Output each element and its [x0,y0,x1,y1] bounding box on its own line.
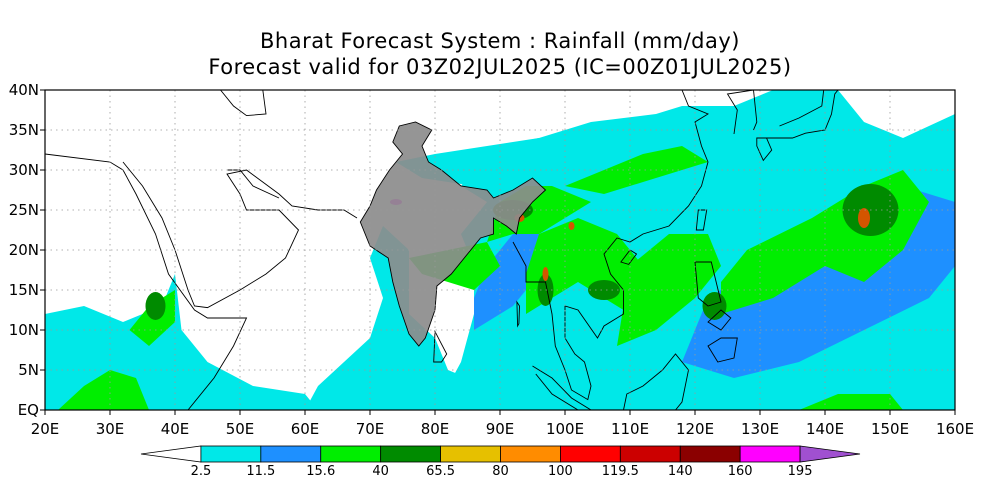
coast-africa-arabia [45,153,248,410]
lat-tick-label: 30N [9,161,39,179]
coast-japan-honshu [766,90,839,139]
lon-tick-label: 60E [291,420,320,438]
longitude-labels: 20E 30E 40E 50E 60E 70E 80E 90E 100E 110E 120E 130E… [31,410,974,438]
lon-tick-label: 110E [611,420,649,438]
lat-lon-gridlines [45,90,955,410]
latitude-labels: EQ 5N 10N 15N 20N 25N 30N 35N 40N [9,81,45,419]
coast-sumatra [532,365,592,410]
colorbar-swatch [260,445,322,463]
lat-tick-label: 20N [9,241,39,259]
colorbar-swatch [440,445,501,463]
rain-heavy-china [565,146,708,194]
coast-india [359,121,547,347]
coast-luzon [694,261,722,307]
lat-tick-label: EQ [18,401,39,419]
colorbar-label: 119.5 [602,464,639,479]
colorbar-label: 140 [668,464,693,479]
lon-tick-label: 120E [676,420,714,438]
lon-tick-label: 150E [871,420,909,438]
chart-subtitle: Forecast valid for 03Z02JUL2025 (IC=00Z0… [208,55,792,79]
coast-borneo [623,353,689,410]
rain-moderate-bay [474,234,539,330]
colorbar-label: 100 [548,464,573,479]
rain-heavy-africa [58,370,149,410]
coast-visayas [707,309,732,331]
lat-tick-label: 35N [9,121,39,139]
colorbar-swatch [739,445,801,463]
colorbar-label: 195 [788,464,813,479]
rain-vheavy-eritrea [145,292,166,320]
rain-extreme-gulf [568,222,575,230]
lon-tick-label: 90E [486,420,515,438]
colorbar-swatch [560,445,621,463]
coast-japan-kyushu [756,137,773,162]
colorbar-swatch [320,445,382,463]
india-landmass [360,122,546,346]
coast-mindanao [707,337,738,363]
colorbar-label: 65.5 [426,464,455,479]
lat-tick-label: 10N [9,321,39,339]
colorbar-label: 160 [728,464,753,479]
colorbar-swatch [140,445,202,463]
lon-tick-label: 20E [31,420,60,438]
colorbar: 2.5 11.5 15.6 40 65.5 80 100 119.5 140 160 195 [140,445,861,479]
coast-korea [726,90,758,135]
lon-tick-label: 70E [356,420,385,438]
rain-extreme-pacific [858,208,870,228]
lon-tick-label: 100E [546,420,584,438]
coast-andaman [516,300,520,328]
rain-light-arabian-sea [305,226,500,410]
rain-vheavy-indochina [588,280,620,300]
coast-caspian [220,90,267,117]
colorbar-label: 11.5 [246,464,275,479]
colorbar-swatch [200,445,262,463]
lon-tick-label: 50E [226,420,255,438]
lon-tick-label: 130E [741,420,779,438]
lon-tick-label: 30E [96,420,125,438]
coast-persian-gulf-iran [227,169,280,199]
lon-tick-label: 80E [421,420,450,438]
colorbar-label: 40 [372,464,389,479]
lon-tick-label: 140E [806,420,844,438]
chart-title: Bharat Forecast System : Rainfall (mm/da… [259,29,741,53]
colorbar-swatch [619,445,681,463]
lon-tick-label: 40E [161,420,190,438]
rain-extreme-myanmar [542,267,549,281]
lat-tick-label: 15N [9,281,39,299]
coast-hainan [620,249,638,265]
coast-taiwan [695,209,708,231]
colorbar-label: 2.5 [191,464,212,479]
colorbar-label: 15.6 [306,464,335,479]
coast-sri-lanka [433,329,448,363]
lat-tick-label: 5N [18,361,39,379]
lat-tick-label: 40N [9,81,39,99]
colorbar-label: 80 [492,464,509,479]
colorbar-swatch [799,445,861,463]
lon-tick-label: 160E [936,420,974,438]
colorbar-swatch [500,445,561,463]
colorbar-swatch [380,445,441,463]
rain-heavy-se-pacific [799,394,903,410]
coastlines [45,90,839,410]
colorbar-swatch [679,445,741,463]
lat-tick-label: 25N [9,201,39,219]
coast-arabia [122,161,358,309]
